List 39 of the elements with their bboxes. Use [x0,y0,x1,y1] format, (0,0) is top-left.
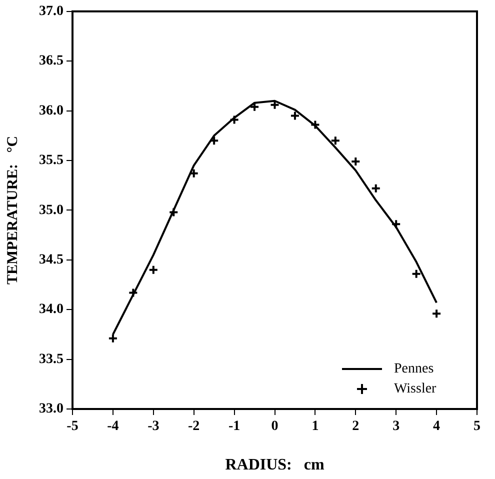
y-tick-label: 36.5 [39,54,64,69]
y-axis-title: TEMPERATURE: °C [4,136,21,285]
x-tick-label: -2 [188,419,200,434]
y-tick-label: 37.0 [39,4,64,20]
x-tick-label: -3 [148,419,160,434]
point [310,120,320,130]
y-tick-label: 33.0 [39,402,64,417]
x-tick-label: 5 [474,419,480,434]
legend-label: Wissler [394,382,437,397]
y-tick-label: 33.5 [39,352,64,367]
point [350,156,361,166]
x-tick-label: -4 [107,419,119,434]
point [391,219,402,230]
point [370,183,381,194]
point [148,264,158,275]
x-tick-label: 4 [433,419,440,434]
x-tick-label: 0 [271,419,278,434]
point [108,333,118,344]
x-tick-label: 3 [392,419,400,434]
point [168,207,179,218]
y-tick-label: 36.0 [39,103,64,118]
point [128,288,138,298]
x-tick-label: -5 [66,419,78,434]
x-tick-label: -1 [228,419,240,434]
y-tick-label: 34.0 [39,302,64,318]
point [188,168,199,178]
y-tick-label: 35.0 [39,202,64,218]
legend-label: Pennes [394,362,434,377]
x-tick-label: 1 [312,419,319,434]
point [432,308,442,319]
point [411,268,422,279]
point [229,114,240,125]
point [330,136,340,146]
x-axis-title: RADIUS: cm [225,456,325,474]
y-tick-label: 34.5 [39,252,64,268]
point [290,110,300,121]
y-tick-label: 35.5 [39,153,64,168]
point [209,136,220,146]
x-tick-label: 2 [352,419,360,434]
